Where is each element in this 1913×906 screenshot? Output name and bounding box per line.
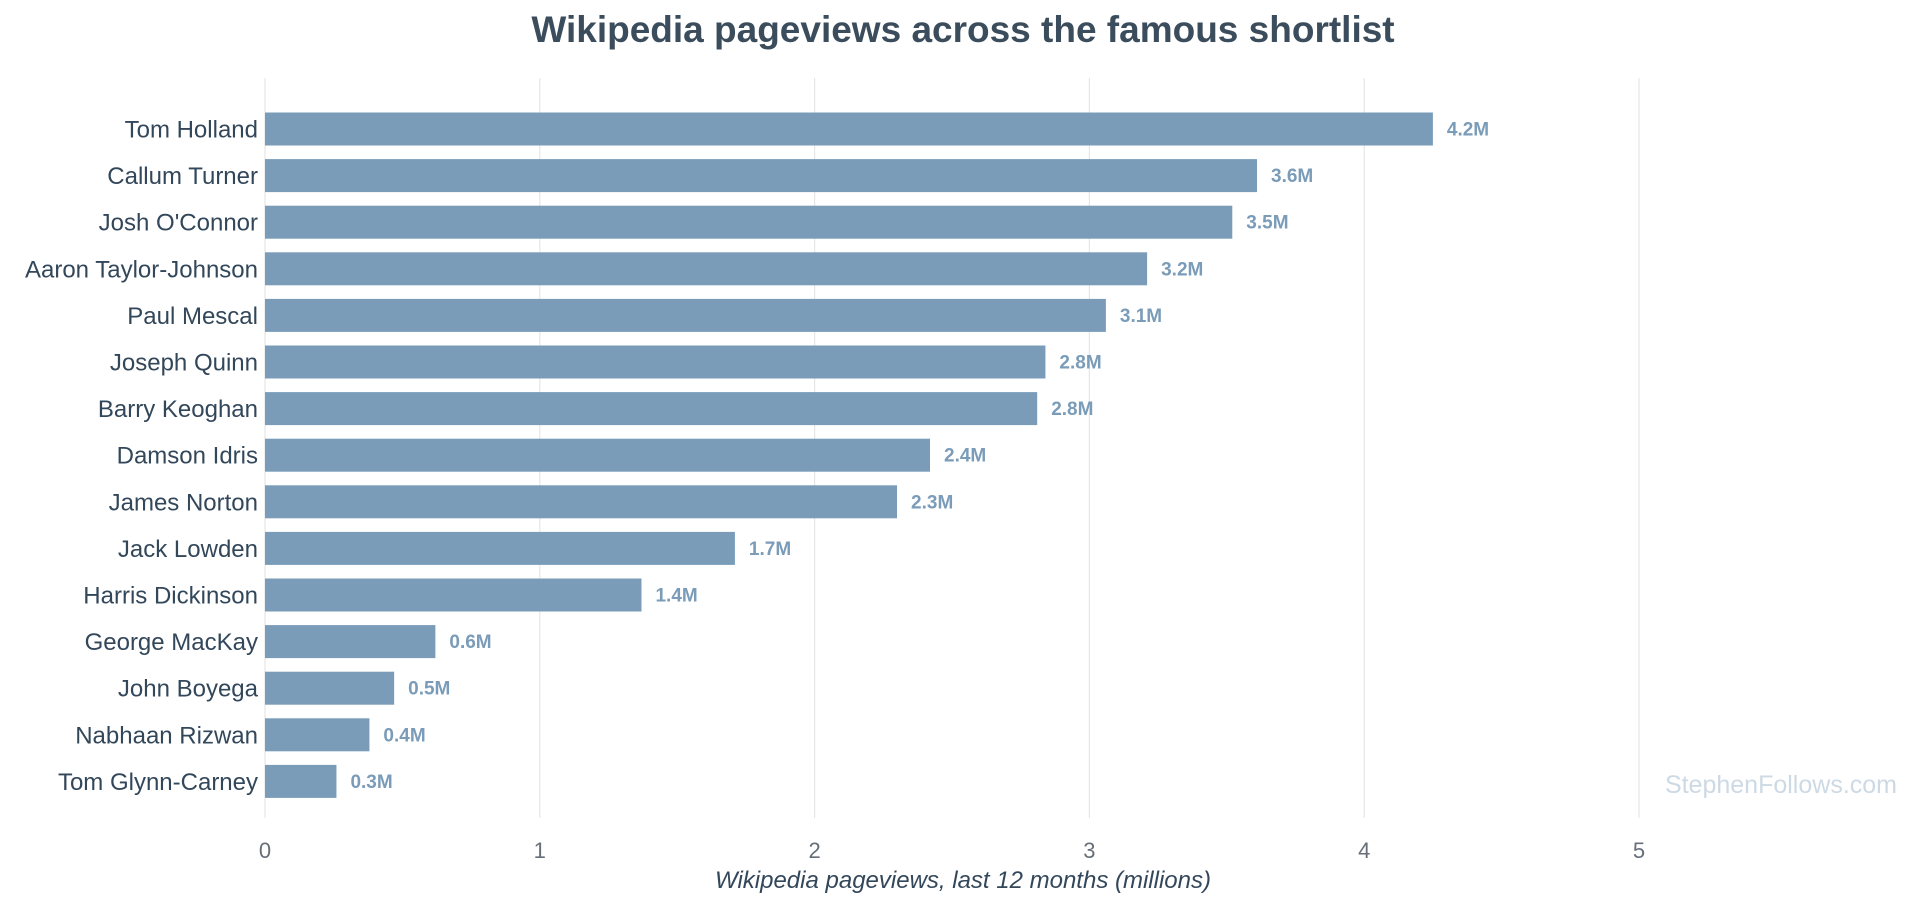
x-tick-label: 5 bbox=[1633, 838, 1645, 863]
category-label: Paul Mescal bbox=[127, 303, 258, 330]
data-label: 2.3M bbox=[911, 492, 953, 513]
category-label: James Norton bbox=[109, 489, 258, 516]
category-label: Damson Idris bbox=[117, 443, 258, 470]
x-tick-label: 0 bbox=[259, 838, 271, 863]
x-tick-label: 1 bbox=[534, 838, 546, 863]
x-axis-label: Wikipedia pageviews, last 12 months (mil… bbox=[715, 867, 1211, 894]
chart-title: Wikipedia pageviews across the famous sh… bbox=[531, 9, 1394, 50]
category-label: Jack Lowden bbox=[118, 536, 258, 563]
bar bbox=[265, 764, 337, 798]
bar bbox=[265, 252, 1148, 286]
category-label: Nabhaan Rizwan bbox=[75, 722, 258, 749]
data-label: 0.3M bbox=[350, 772, 392, 793]
bars bbox=[265, 112, 1433, 798]
bar bbox=[265, 438, 931, 472]
bar bbox=[265, 671, 395, 705]
bar bbox=[265, 205, 1233, 239]
data-label: 2.8M bbox=[1051, 399, 1093, 420]
data-label: 1.7M bbox=[749, 539, 791, 560]
data-label: 0.6M bbox=[449, 632, 491, 653]
data-label: 3.1M bbox=[1120, 306, 1162, 327]
data-label: 3.2M bbox=[1161, 259, 1203, 280]
x-axis-ticks: 0 1 2 3 4 5 bbox=[259, 838, 1645, 863]
category-labels: Tom Holland Callum Turner Josh O'Connor Aar… bbox=[25, 117, 259, 796]
category-label: Tom Glynn-Carney bbox=[58, 769, 258, 796]
data-label: 0.5M bbox=[408, 679, 450, 700]
data-label: 3.6M bbox=[1271, 166, 1313, 187]
category-label: Aaron Taylor-Johnson bbox=[25, 256, 258, 283]
category-label: Tom Holland bbox=[125, 117, 258, 144]
category-label: Josh O'Connor bbox=[99, 210, 258, 237]
bar bbox=[265, 718, 370, 752]
data-label: 2.8M bbox=[1059, 353, 1101, 374]
data-label: 4.2M bbox=[1447, 120, 1489, 141]
value-labels: 4.2M 3.6M 3.5M 3.2M 3.1M 2.8M 2.8M 2.4M 2.3M 1.7M… bbox=[350, 120, 1489, 793]
watermark: StephenFollows.com bbox=[1665, 771, 1897, 799]
x-tick-label: 4 bbox=[1358, 838, 1370, 863]
data-label: 0.4M bbox=[383, 725, 425, 746]
data-label: 3.5M bbox=[1246, 213, 1288, 234]
x-tick-label: 2 bbox=[808, 838, 820, 863]
bar bbox=[265, 531, 735, 565]
bar bbox=[265, 485, 898, 519]
category-label: Callum Turner bbox=[107, 163, 258, 190]
category-label: Harris Dickinson bbox=[83, 583, 258, 610]
bar bbox=[265, 578, 642, 612]
category-label: Joseph Quinn bbox=[110, 350, 258, 377]
bar bbox=[265, 298, 1106, 332]
bar bbox=[265, 625, 436, 659]
bar bbox=[265, 345, 1046, 379]
x-tick-label: 3 bbox=[1083, 838, 1095, 863]
category-label: John Boyega bbox=[118, 676, 259, 703]
data-label: 1.4M bbox=[655, 586, 697, 607]
data-label: 2.4M bbox=[944, 446, 986, 467]
bar bbox=[265, 392, 1038, 426]
category-label: Barry Keoghan bbox=[98, 396, 258, 423]
category-label: George MacKay bbox=[85, 629, 258, 656]
bar bbox=[265, 112, 1433, 146]
bar bbox=[265, 159, 1258, 193]
